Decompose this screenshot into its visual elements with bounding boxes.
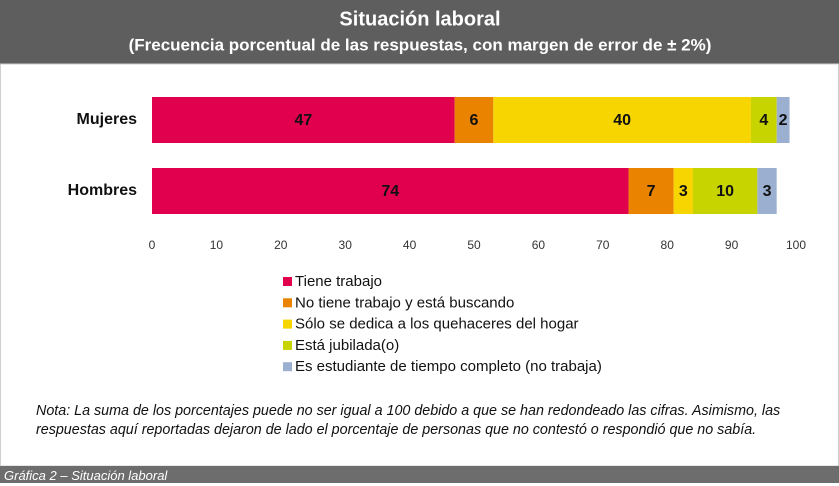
legend-swatch [283, 298, 292, 308]
legend-label: Es estudiante de tiempo completo (no tra… [295, 358, 602, 375]
x-tick-label: 80 [661, 238, 675, 252]
data-label: 10 [716, 183, 734, 200]
bar-segment [454, 97, 494, 143]
bar-segment [152, 168, 629, 214]
x-tick-label: 10 [210, 238, 224, 252]
bar-segment [750, 97, 777, 143]
legend-label: Tiene trabajo [295, 273, 382, 290]
legend-swatch [283, 277, 292, 286]
data-label: 2 [779, 112, 788, 129]
bar-segment [776, 97, 790, 143]
bar-segment [673, 168, 693, 214]
x-tick-label: 70 [596, 238, 610, 252]
chart-subtitle: (Frecuencia porcentual de las respuestas… [129, 35, 712, 54]
x-tick-label: 50 [467, 238, 481, 252]
data-label: 4 [759, 112, 768, 129]
legend-swatch [283, 362, 292, 372]
data-label: 3 [763, 183, 772, 200]
bar-segment [152, 97, 455, 143]
x-tick-label: 20 [274, 238, 288, 252]
x-tick-label: 40 [403, 238, 417, 252]
header-band [0, 0, 839, 64]
y-tick-label: Mujeres [77, 111, 138, 128]
x-tick-label: 90 [725, 238, 739, 252]
x-tick-label: 0 [149, 238, 156, 252]
data-label: 6 [470, 112, 479, 129]
data-label: 47 [294, 112, 312, 129]
bar-segment [757, 168, 777, 214]
data-label: 7 [647, 183, 656, 200]
chart-title: Situación laboral [339, 8, 500, 30]
data-label: 3 [679, 183, 688, 200]
note: Nota: La suma de los porcentajes puede n… [36, 403, 781, 438]
caption: Gráfica 2 – Situación laboral [0, 466, 839, 483]
legend-swatch [283, 319, 292, 329]
legend-label: No tiene trabajo y está buscando [295, 294, 514, 311]
x-tick-label: 30 [339, 238, 353, 252]
bar-segment [692, 168, 758, 214]
legend-swatch [283, 340, 292, 350]
x-tick-label: 60 [532, 238, 546, 252]
y-tick-label: Hombres [68, 182, 137, 199]
legend-label: Sólo se dedica a los quehaceres del hoga… [295, 316, 579, 333]
bar-segment [628, 168, 674, 214]
legend-label: Está jubilada(o) [295, 337, 399, 354]
data-label: 74 [381, 183, 399, 200]
bar-segment [493, 97, 751, 143]
x-tick-label: 100 [786, 238, 806, 252]
data-label: 40 [613, 112, 631, 129]
